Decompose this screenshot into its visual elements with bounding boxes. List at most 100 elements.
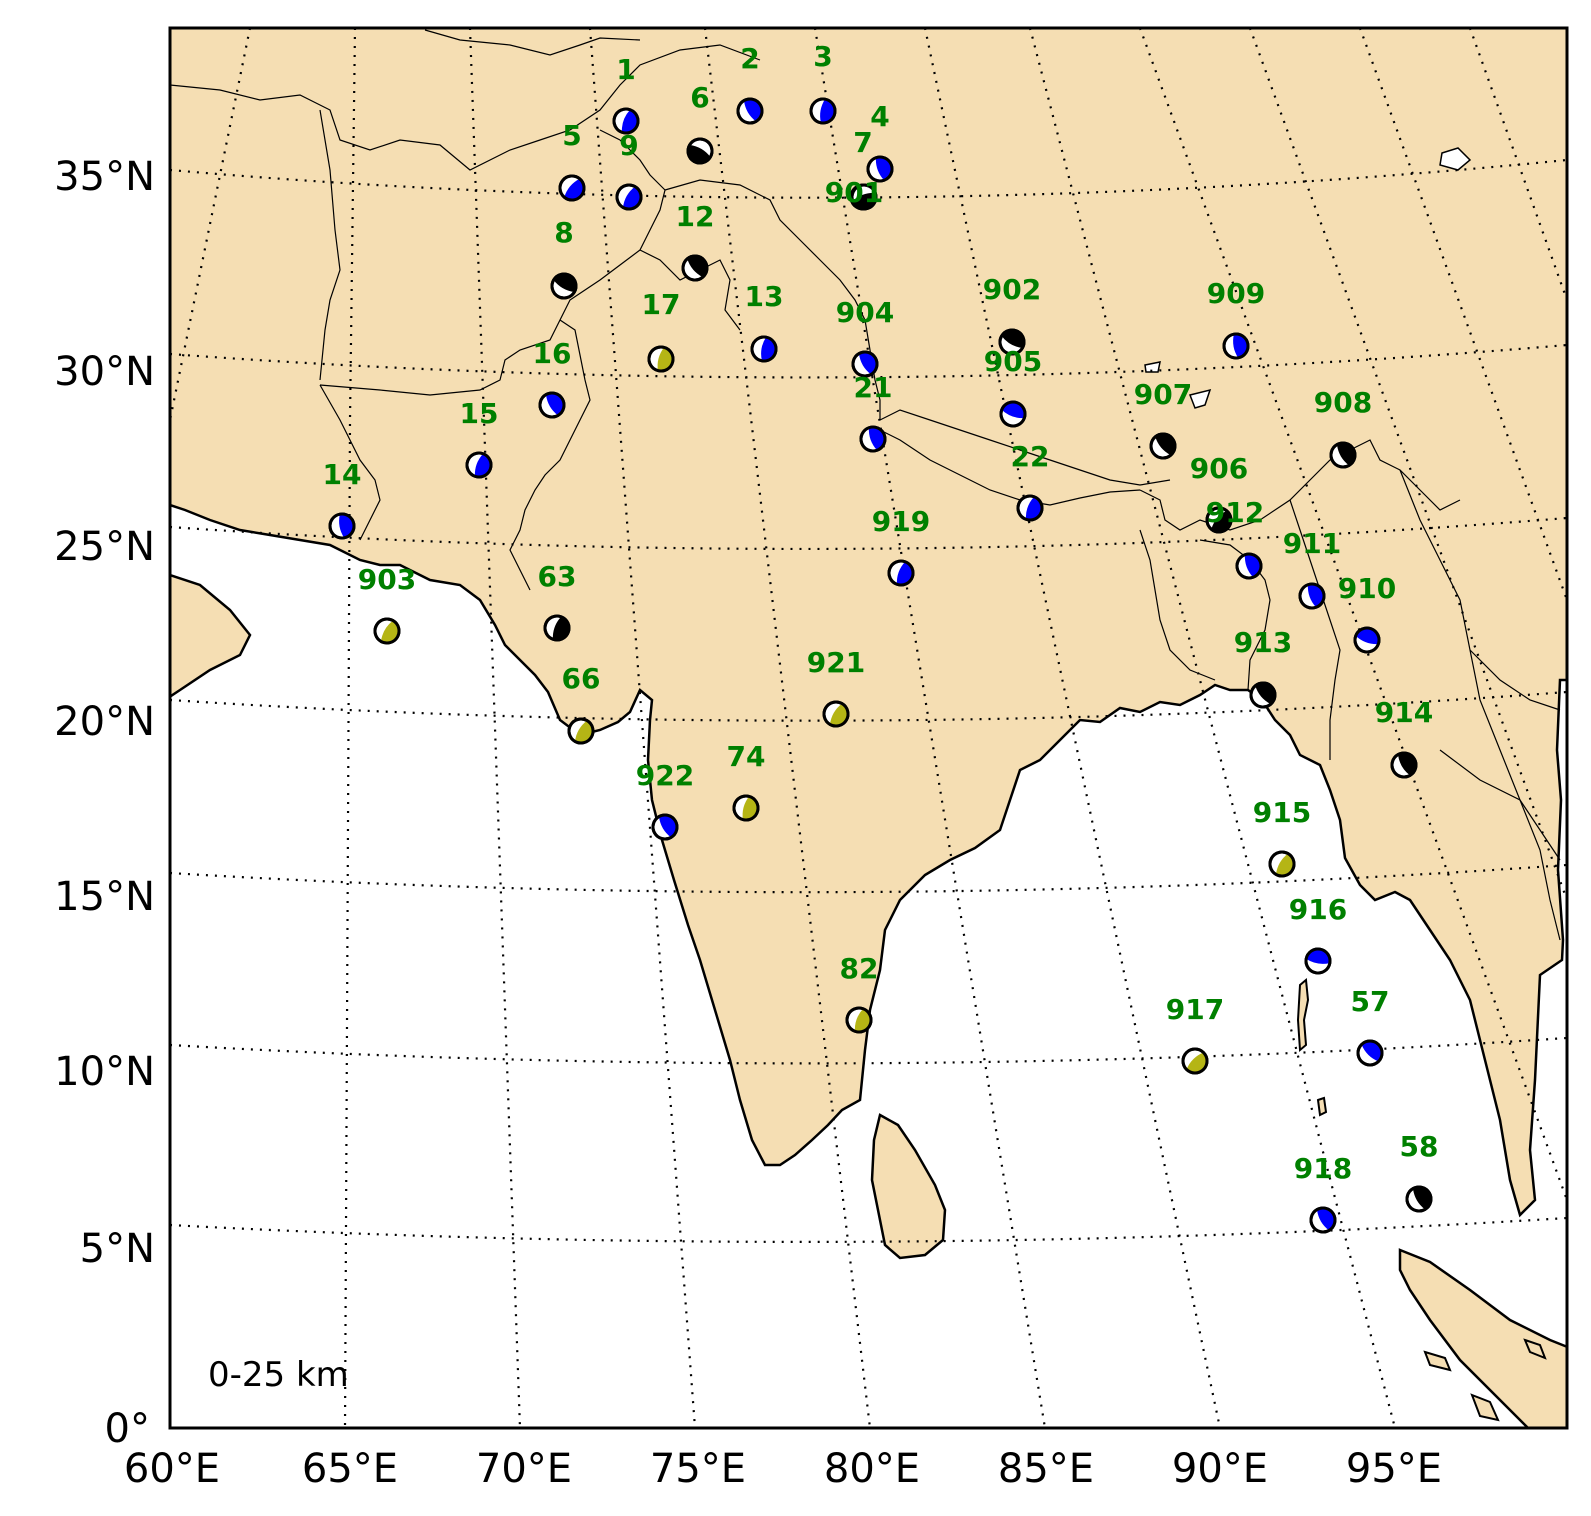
land-nicobar-islands xyxy=(1316,1096,1328,1117)
event-label-910: 910 xyxy=(1338,572,1396,605)
event-label-917: 917 xyxy=(1166,993,1224,1026)
focal-mechanism-13 xyxy=(750,335,778,363)
country-borders xyxy=(170,29,1561,941)
focal-mechanism-17 xyxy=(647,345,675,373)
focal-mechanism-916 xyxy=(1304,947,1332,975)
focal-mechanism-911 xyxy=(1298,582,1326,610)
event-label-911: 911 xyxy=(1283,527,1341,560)
focal-mechanism-912 xyxy=(1235,552,1263,580)
focal-mechanism-913 xyxy=(1249,681,1277,709)
event-label-908: 908 xyxy=(1314,386,1372,419)
event-label-22: 22 xyxy=(1011,440,1050,473)
event-label-916: 916 xyxy=(1289,893,1347,926)
event-label-903: 903 xyxy=(358,563,416,596)
focal-mechanism-12 xyxy=(681,254,709,282)
event-label-57: 57 xyxy=(1351,985,1390,1018)
event-label-15: 15 xyxy=(460,397,499,430)
focal-mechanism-922 xyxy=(651,813,679,841)
focal-mechanism-904 xyxy=(851,350,879,378)
event-label-904: 904 xyxy=(836,296,894,329)
focal-mechanism-909 xyxy=(1222,332,1250,360)
event-label-13: 13 xyxy=(745,280,784,313)
focal-mechanism-4 xyxy=(866,155,894,183)
focal-mechanism-910 xyxy=(1353,626,1381,654)
event-label-919: 919 xyxy=(872,505,930,538)
focal-mechanism-903 xyxy=(373,617,401,645)
focal-mechanism-917 xyxy=(1181,1047,1209,1075)
focal-mechanism-915 xyxy=(1268,850,1296,878)
focal-mechanisms xyxy=(328,97,1433,1234)
depth-range-note: 0-25 km xyxy=(208,1355,349,1395)
latitude-labels: 0° 5°N 10°N 15°N 20°N 25°N 30°N 35°N xyxy=(54,154,155,1452)
land-sumatra xyxy=(1398,1248,1567,1428)
event-label-912: 912 xyxy=(1206,496,1264,529)
event-label-2: 2 xyxy=(740,42,759,75)
lon-label: 60°E xyxy=(124,1446,220,1492)
focal-mechanism-15 xyxy=(465,451,493,479)
focal-mechanism-21 xyxy=(859,425,887,453)
event-label-74: 74 xyxy=(727,740,766,773)
event-label-913: 913 xyxy=(1234,626,1292,659)
focal-mechanism-914 xyxy=(1390,751,1418,779)
land-andaman-islands xyxy=(1296,978,1310,1053)
event-label-8: 8 xyxy=(554,216,573,249)
event-label-12: 12 xyxy=(676,200,715,233)
lat-label: 25°N xyxy=(54,524,155,570)
focal-mechanism-1 xyxy=(612,107,640,135)
focal-mechanism-3 xyxy=(809,97,837,125)
lon-label: 65°E xyxy=(302,1446,398,1492)
event-label-3: 3 xyxy=(813,40,832,73)
focal-mechanism-22 xyxy=(1016,494,1044,522)
map-frame xyxy=(168,26,1569,1430)
event-label-905: 905 xyxy=(984,345,1042,378)
event-label-922: 922 xyxy=(636,759,694,792)
event-label-901: 901 xyxy=(825,176,883,209)
event-label-14: 14 xyxy=(323,458,362,491)
land-arabia xyxy=(170,573,252,699)
event-label-66: 66 xyxy=(562,662,601,695)
event-label-82: 82 xyxy=(840,952,879,985)
focal-mechanism-902 xyxy=(998,328,1026,356)
event-label-63: 63 xyxy=(538,560,577,593)
longitude-labels: 60°E 65°E 70°E 75°E 80°E 85°E 90°E 95°E xyxy=(124,1446,1442,1492)
event-label-6: 6 xyxy=(690,81,709,114)
lon-label: 90°E xyxy=(1172,1446,1268,1492)
lat-label: 15°N xyxy=(54,874,155,920)
event-label-5: 5 xyxy=(562,119,581,152)
event-label-1: 1 xyxy=(616,53,635,86)
focal-mechanism-9 xyxy=(615,183,643,211)
lon-label: 70°E xyxy=(476,1446,572,1492)
lat-label: 20°N xyxy=(54,699,155,745)
event-label-915: 915 xyxy=(1253,796,1311,829)
focal-mechanism-919 xyxy=(887,559,915,587)
focal-mechanism-2 xyxy=(736,97,764,125)
event-label-16: 16 xyxy=(533,337,572,370)
focal-mechanism-906 xyxy=(1205,506,1233,534)
event-label-4: 4 xyxy=(870,100,889,133)
lake-tibet xyxy=(1144,361,1212,409)
lat-label: 0° xyxy=(105,1406,150,1452)
focal-mechanism-918 xyxy=(1309,1206,1337,1234)
focal-mechanism-901 xyxy=(850,183,878,211)
event-label-906: 906 xyxy=(1190,452,1248,485)
event-labels: 1 2 34567891213141516172122575863667482901… xyxy=(323,40,1439,1185)
event-label-17: 17 xyxy=(642,288,681,321)
event-label-21: 21 xyxy=(854,371,893,404)
focal-mechanism-14 xyxy=(328,512,356,540)
lon-label: 95°E xyxy=(1346,1446,1442,1492)
focal-mechanism-921 xyxy=(822,700,850,728)
event-label-914: 914 xyxy=(1375,696,1433,729)
focal-mechanism-907 xyxy=(1149,432,1177,460)
focal-mechanism-82 xyxy=(845,1006,873,1034)
focal-mechanism-66 xyxy=(567,717,595,745)
event-label-7: 7 xyxy=(853,126,872,159)
focal-mechanism-74 xyxy=(732,794,760,822)
focal-mechanism-5 xyxy=(558,174,586,202)
event-label-921: 921 xyxy=(807,646,865,679)
focal-mechanism-63 xyxy=(543,614,571,642)
lon-label: 75°E xyxy=(650,1446,746,1492)
lat-label: 35°N xyxy=(54,154,155,200)
focal-mechanism-905 xyxy=(999,400,1027,428)
lon-label: 80°E xyxy=(824,1446,920,1492)
focal-mechanism-8 xyxy=(550,272,578,300)
